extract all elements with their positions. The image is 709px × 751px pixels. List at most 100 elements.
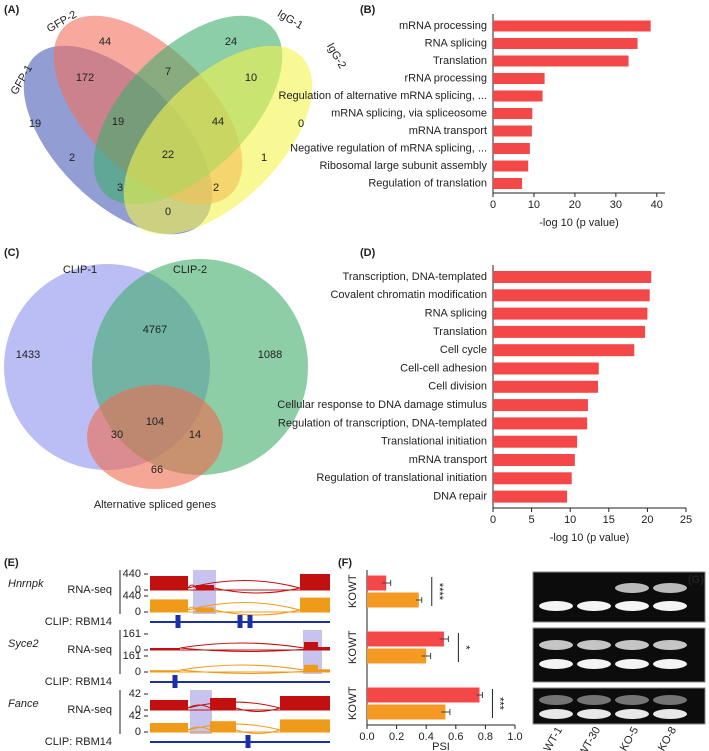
bar: [493, 108, 533, 119]
y-tick-label: 0: [135, 726, 141, 738]
category-label: Regulation of translation: [368, 177, 487, 189]
category-label: mRNA transport: [409, 125, 487, 137]
category-label: KO: [347, 592, 359, 608]
x-tick-label: 10: [528, 199, 540, 211]
region-count: 1: [261, 152, 267, 164]
region-count: 19: [29, 118, 41, 130]
clip-label: CLIP: RBM14: [45, 736, 112, 748]
gel-band: [653, 583, 687, 593]
clip-peak: [247, 615, 253, 628]
x-tick-label: 0.4: [419, 731, 434, 743]
junction-arc: [187, 723, 281, 731]
bar: [493, 454, 575, 466]
category-label: Translational initiation: [381, 436, 487, 448]
region-count: 104: [146, 416, 164, 428]
set-label: Alternative spliced genes: [94, 499, 217, 511]
category-label: Covalent chromatin modification: [330, 289, 487, 301]
panel-label: (G): [688, 574, 704, 586]
panel-label: (A): [4, 4, 20, 16]
x-tick-label: 1.0: [507, 731, 522, 743]
category-label: Cell-cell adhesion: [400, 362, 487, 374]
x-tick-label: 25: [680, 514, 692, 526]
category-label: DNA repair: [433, 491, 487, 503]
highlight: [190, 690, 212, 734]
error-bar: [421, 653, 432, 659]
clip-peak: [175, 615, 181, 628]
venn-set: [87, 385, 223, 489]
region-count: 0: [298, 118, 304, 130]
bar: [493, 435, 578, 448]
clip-peak: [237, 615, 243, 628]
bar: [493, 380, 598, 393]
y-tick-label: 161: [123, 628, 141, 640]
set-label: CLIP-1: [63, 264, 97, 276]
junction-arc: [179, 669, 319, 674]
gel-band: [577, 709, 611, 719]
category-label: mRNA transport: [409, 454, 487, 466]
lane-label: KO-8: [656, 725, 679, 751]
set-label: IgG-2: [324, 41, 348, 71]
track-label: RNA-seq: [67, 584, 112, 596]
region-count: 2: [69, 152, 75, 164]
gene-name: Fance: [8, 698, 39, 710]
coverage: [150, 648, 180, 650]
region-count: 22: [162, 149, 174, 161]
y-tick-label: 42: [129, 688, 141, 700]
coverage: [196, 607, 214, 612]
region-count: 66: [151, 464, 163, 476]
clip-peak: [245, 735, 251, 748]
gel-band: [615, 583, 649, 593]
bar: [493, 307, 648, 320]
gel-band: [615, 659, 649, 669]
bar: [493, 399, 588, 412]
bar: [493, 490, 568, 503]
category-label: Transcription, DNA-templated: [343, 271, 487, 283]
bar: [367, 631, 444, 647]
bar: [493, 344, 635, 357]
gel-band: [577, 659, 611, 669]
panel-label: (C): [4, 247, 20, 259]
junction-arc: [235, 707, 281, 712]
gel-band: [539, 659, 573, 669]
panel-label: (F): [338, 557, 352, 569]
gel-band: [615, 709, 649, 719]
bar: [493, 73, 545, 84]
x-tick-label: 0: [490, 199, 496, 211]
clip-label: CLIP: RBM14: [45, 676, 112, 688]
bar: [493, 178, 523, 189]
category-label: Ribosomal large subunit assembly: [319, 160, 487, 172]
category-label: Translation: [433, 55, 487, 67]
set-label: CLIP-2: [173, 264, 207, 276]
gel-band: [577, 601, 611, 611]
x-tick-label: 0.0: [359, 731, 374, 743]
bar: [367, 648, 427, 664]
gel-band: [577, 640, 611, 650]
lane-label: KO-5: [618, 725, 641, 751]
bar: [493, 55, 629, 67]
error-bar: [441, 709, 451, 715]
gel-band: [653, 640, 687, 650]
error-bar: [381, 580, 392, 586]
significance-label: ****: [433, 583, 445, 601]
region-count: 10: [245, 72, 257, 84]
bar: [493, 289, 650, 302]
junction-arc: [187, 606, 197, 611]
set-label: IgG-1: [275, 8, 305, 32]
x-tick-label: 0.6: [448, 731, 463, 743]
coverage: [150, 723, 188, 732]
region-count: 19: [112, 116, 124, 128]
region-count: 14: [189, 429, 201, 441]
clip-label: CLIP: RBM14: [45, 616, 112, 628]
category-label: KO: [347, 704, 359, 720]
junction-arc: [187, 602, 301, 611]
coverage: [300, 574, 330, 590]
junction-arc: [179, 642, 305, 649]
category-label: KO: [347, 648, 359, 664]
gel-band: [539, 709, 573, 719]
bar: [367, 592, 419, 608]
panel-label: (D): [360, 247, 376, 259]
junction-arc: [187, 701, 281, 709]
bar: [367, 687, 480, 703]
category-label: WT: [347, 574, 359, 591]
x-axis-label: -log 10 (p value): [550, 532, 630, 544]
